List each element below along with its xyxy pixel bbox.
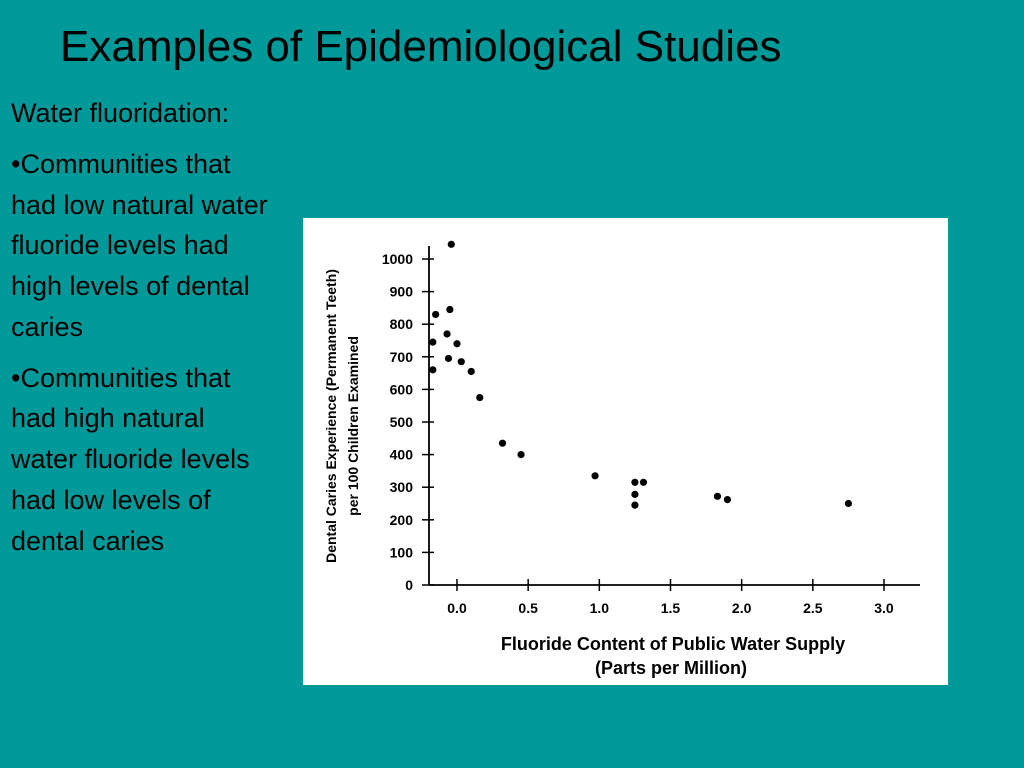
x-tick-label: 0.0 <box>447 600 467 616</box>
data-point <box>498 439 507 447</box>
x-tick-label: 0.5 <box>518 600 538 616</box>
data-point <box>639 478 648 486</box>
data-point <box>444 354 453 363</box>
data-point <box>631 501 639 509</box>
y-tick-label: 200 <box>390 512 414 528</box>
x-tick-label: 2.0 <box>732 600 752 616</box>
scatter-chart: 0 100 200 300 400 500 600 700 800 900 1000 0.0 0.5 1… <box>323 240 920 678</box>
data-points <box>429 240 853 509</box>
data-point <box>446 305 454 314</box>
y-axis-label-line1: Dental Caries Experience (Permanent Teet… <box>323 269 339 563</box>
y-tick-label: 0 <box>405 577 413 593</box>
data-point <box>713 492 722 500</box>
y-tick-label: 100 <box>390 544 414 560</box>
data-point <box>844 499 853 508</box>
y-tick-label: 900 <box>390 284 414 300</box>
bullet-low-fluoride: •Communities that had low natural water … <box>11 148 268 342</box>
data-point <box>631 478 639 486</box>
data-point <box>467 367 475 376</box>
data-point <box>447 240 455 248</box>
y-tick-label: 400 <box>390 447 414 463</box>
y-tick-label: 800 <box>390 316 414 332</box>
data-point <box>453 340 461 348</box>
data-point <box>429 338 437 346</box>
y-tick-label: 300 <box>390 479 414 495</box>
data-point <box>631 490 639 498</box>
y-axis-ticks: 0 100 200 300 400 500 600 700 800 900 1000 <box>382 251 434 593</box>
x-tick-label: 3.0 <box>874 600 894 616</box>
slide-body-text: Water fluoridation: •Communities that ha… <box>11 93 271 571</box>
data-point <box>457 358 465 366</box>
data-point <box>723 495 732 504</box>
x-axis-label-line2: (Parts per Million) <box>595 658 747 678</box>
data-point <box>443 330 451 338</box>
data-point <box>476 393 484 402</box>
y-axis-label-line2: per 100 Children Examined <box>345 336 361 516</box>
x-tick-label: 2.5 <box>803 600 823 616</box>
y-tick-label: 500 <box>390 414 414 430</box>
bullet-high-fluoride: •Communities that had high natural water… <box>11 362 250 556</box>
x-axis-ticks: 0.0 0.5 1.0 1.5 2.0 2.5 3.0 <box>447 579 894 616</box>
chart-panel: 0 100 200 300 400 500 600 700 800 900 1000 0.0 0.5 1… <box>303 218 948 685</box>
x-tick-label: 1.0 <box>590 600 610 616</box>
slide-title: Examples of Epidemiological Studies <box>60 22 782 71</box>
y-tick-label: 600 <box>390 381 414 397</box>
y-tick-label: 700 <box>390 349 414 365</box>
x-tick-label: 1.5 <box>661 600 681 616</box>
data-point <box>432 310 440 319</box>
x-axis-label-line1: Fluoride Content of Public Water Supply <box>501 634 845 654</box>
intro-text: Water fluoridation: <box>11 98 230 128</box>
data-point <box>591 472 599 480</box>
data-point <box>517 451 525 459</box>
y-tick-label: 1000 <box>382 251 413 267</box>
data-point <box>429 366 437 374</box>
